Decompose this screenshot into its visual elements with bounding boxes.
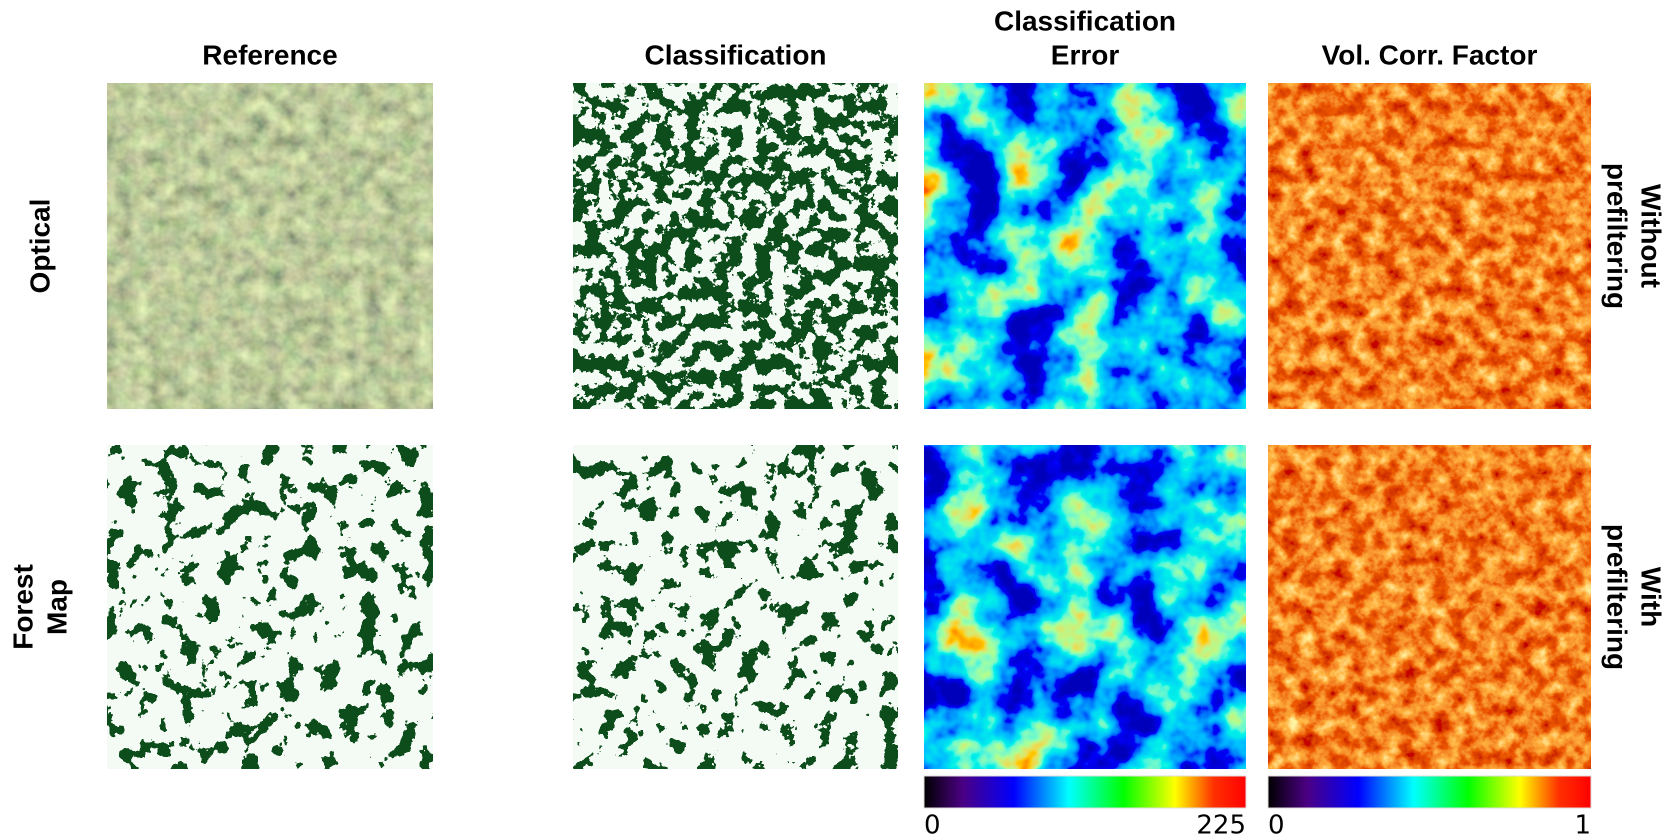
- image-panel: [1268, 83, 1591, 409]
- column-title-line: Reference: [202, 39, 337, 70]
- image-panel: [573, 83, 898, 409]
- image-panel: [107, 83, 433, 409]
- image-panel: [924, 83, 1246, 409]
- side-label-line: prefiltering: [1602, 524, 1633, 670]
- column-title-line: Vol. Corr. Factor: [1322, 39, 1538, 70]
- column-title-line: Classification: [994, 5, 1176, 36]
- colorbar-tick-label: 0: [924, 811, 941, 839]
- colorbar: [1268, 776, 1591, 808]
- column-title-line: Error: [1051, 39, 1120, 70]
- column-title: Reference: [202, 39, 337, 70]
- row-label-line: Forest: [7, 564, 38, 650]
- column-title: Vol. Corr. Factor: [1322, 39, 1538, 70]
- image-panel: [924, 445, 1246, 769]
- row-label-line: Map: [41, 579, 72, 635]
- image-panel: [1268, 445, 1591, 769]
- row-label-line: Optical: [24, 199, 55, 294]
- column-title-line: Classification: [644, 39, 826, 70]
- side-label-line: Without: [1636, 184, 1667, 288]
- colorbar: [924, 776, 1246, 808]
- figure: ReferenceClassificationClassificationErr…: [0, 0, 1675, 839]
- side-label-line: With: [1636, 567, 1667, 627]
- colorbar-tick-label: 225: [1196, 811, 1246, 839]
- image-panel: [573, 445, 898, 769]
- side-label-line: prefiltering: [1602, 163, 1633, 309]
- row-label: Optical: [24, 199, 55, 294]
- column-title: Classification: [644, 39, 826, 70]
- forest-map-panel: [107, 445, 433, 769]
- colorbar-tick-label: 1: [1574, 811, 1591, 839]
- colorbar-tick-label: 0: [1268, 811, 1285, 839]
